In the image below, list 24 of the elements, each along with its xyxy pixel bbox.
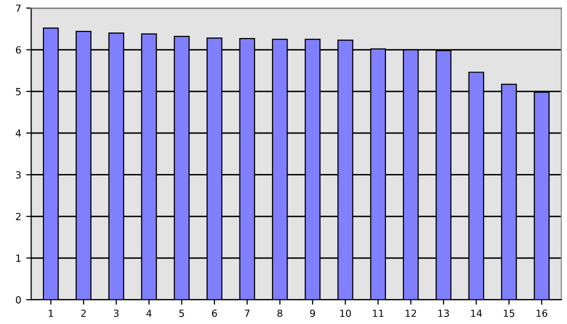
y-tick-label: 0 — [16, 296, 21, 304]
x-tick-label: 1 — [48, 310, 54, 317]
y-tick-label: 4 — [16, 130, 21, 137]
x-tick-label: 8 — [277, 310, 282, 317]
y-tick-label: 1 — [16, 254, 21, 262]
x-tick-label: 16 — [536, 310, 548, 317]
x-tick-label: 7 — [244, 310, 250, 317]
y-tick-label: 6 — [16, 46, 21, 54]
x-tick-label: 6 — [212, 310, 217, 317]
y-tick-label: 7 — [16, 4, 21, 12]
y-tick-label: 5 — [16, 88, 21, 96]
y-tick-label: 2 — [16, 212, 20, 220]
x-tick-label: 4 — [146, 310, 152, 317]
x-tick-label: 12 — [406, 310, 416, 317]
x-tick-label: 15 — [504, 310, 514, 317]
x-tick-label: 9 — [310, 310, 316, 317]
x-tick-label: 10 — [340, 310, 351, 317]
x-tick-label: 14 — [471, 310, 482, 317]
x-tick-label: 2 — [81, 310, 86, 317]
x-tick-label: 5 — [179, 310, 184, 317]
x-tick-label: 13 — [438, 310, 449, 317]
x-tick-label: 3 — [114, 310, 119, 317]
y-tick-label: 3 — [16, 171, 21, 179]
x-tick-label: 11 — [372, 310, 384, 317]
